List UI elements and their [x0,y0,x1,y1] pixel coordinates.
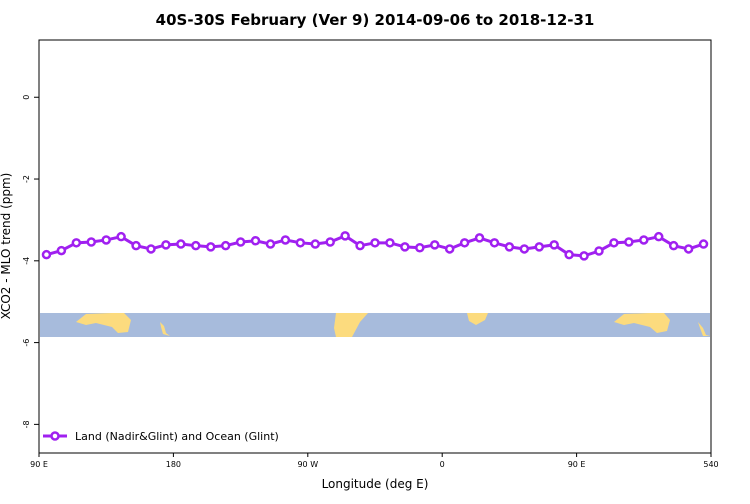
data-point [668,240,679,251]
data-point [41,249,52,260]
data-point [444,244,455,254]
data-point [594,246,604,256]
data-point [504,242,515,252]
data-point [653,231,664,242]
data-point [459,238,470,248]
data-point [639,235,649,245]
data-point [534,242,545,252]
data-point [86,237,97,247]
x-tick-label: 90 E [30,460,48,469]
y-tick-label: -8 [22,420,31,428]
legend-marker [50,431,60,441]
data-point [429,240,440,250]
data-point [220,240,231,251]
data-point [71,238,82,248]
data-point [564,249,574,260]
data-point [385,238,395,248]
data-point [191,240,201,251]
y-tick-label: -4 [22,257,31,265]
data-point [489,238,500,248]
data-point [310,239,321,249]
data-point [131,240,141,251]
data-point [624,237,634,247]
data-point [325,237,335,247]
data-point [415,242,425,253]
data-point [295,238,306,248]
data-point [519,244,530,254]
data-point [56,245,67,256]
y-tick-label: 0 [22,95,31,100]
x-tick-label: 90 W [297,460,318,469]
plot-frame [38,39,712,454]
chart-title: 40S-30S February (Ver 9) 2014-09-06 to 2… [156,11,595,29]
legend-item: Land (Nadir&Glint) and Ocean (Glint) [43,430,279,443]
data-point [116,231,126,242]
data-point [340,231,350,241]
data-point [683,244,694,254]
legend-label: Land (Nadir&Glint) and Ocean (Glint) [75,430,279,443]
data-point [235,237,246,247]
y-tick-label: -2 [22,175,31,183]
data-point [370,238,380,248]
data-point [609,238,619,248]
map-strip [40,313,710,337]
data-point [146,244,156,254]
x-axis-label: Longitude (deg E) [322,477,429,491]
data-point [205,242,216,252]
data-point [698,239,709,249]
data-point [400,242,410,252]
data-point [549,240,559,250]
data-point [280,235,291,245]
data-point [579,251,589,261]
data-point [176,239,186,249]
data-point [355,240,365,251]
data-point [101,235,111,245]
y-axis-label: XCO2 - MLO trend (ppm) [0,173,13,320]
data-point [250,236,261,246]
x-tick-label: 90 E [568,460,586,469]
x-tick-label: 0 [440,460,445,469]
x-tick-label: 540 [703,460,718,469]
x-tick-label: 180 [166,460,181,469]
data-point [474,233,485,243]
y-tick-label: -6 [22,339,31,347]
data-point [161,240,171,250]
data-point [265,239,276,249]
